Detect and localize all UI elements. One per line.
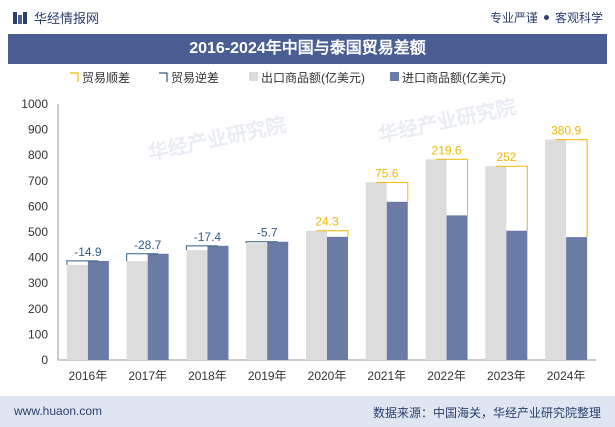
legend-label: 贸易顺差: [82, 71, 130, 85]
y-tick-label: 300: [28, 276, 48, 290]
surplus-bracket: [376, 181, 409, 202]
balance-label: -14.9: [74, 245, 102, 259]
y-tick-label: 1000: [21, 97, 48, 111]
export-bar: [186, 250, 208, 360]
watermark: 华经产业研究院: [376, 94, 518, 147]
import-bar: [327, 236, 348, 360]
import-bar: [147, 253, 169, 360]
deficit-bracket: [185, 245, 218, 251]
export-bar: [545, 139, 567, 360]
bar-chart: 华经产业研究院 华经产业研究院 贸易顺差 贸易逆差 出口商品额(亿美元) 进口商品额(亿美…: [21, 70, 596, 383]
export-bar: [365, 182, 387, 360]
export-bar: [246, 243, 268, 360]
watermark: 华经产业研究院: [146, 112, 288, 165]
y-tick-label: 500: [28, 225, 48, 239]
surplus-bracket: [436, 158, 469, 216]
tagline-left: 专业严谨: [489, 11, 538, 25]
data-source: 数据来源：中国海关，华经产业研究院整理: [372, 406, 601, 420]
legend-label: 进口商品额(亿美元): [402, 70, 506, 85]
x-tick-label: 2017年: [128, 369, 167, 383]
balance-label: 380.9: [551, 124, 581, 138]
import-bar: [207, 245, 229, 360]
footer: www.huaon.com 数据来源：中国海关，华经产业研究院整理: [0, 396, 615, 427]
balance-label: -5.7: [257, 226, 278, 240]
balance-label: 24.3: [315, 215, 339, 229]
import-bar: [386, 201, 408, 360]
legend-marker: [159, 72, 168, 82]
balance-label: 219.6: [432, 143, 462, 157]
legend-marker: [70, 72, 79, 82]
brand-logo-icon: [13, 11, 27, 24]
legend-label: 出口商品额(亿美元): [261, 70, 365, 85]
deficit-bracket: [66, 260, 99, 265]
y-tick-label: 400: [28, 251, 48, 265]
surplus-bracket: [316, 230, 349, 237]
separator-dot-icon: [543, 15, 549, 20]
x-tick-label: 2024年: [547, 369, 586, 383]
chart-title: 2016-2024年中国与泰国贸易差额: [8, 34, 607, 64]
legend-marker: [249, 72, 258, 81]
export-bar: [485, 166, 507, 360]
x-tick-label: 2018年: [188, 369, 227, 383]
deficit-bracket: [126, 253, 159, 262]
y-tick-label: 900: [28, 123, 48, 137]
export-bar: [126, 261, 148, 360]
brand-name: 华经情报网: [34, 11, 100, 26]
export-bar: [66, 264, 88, 360]
y-tick-label: 800: [28, 148, 48, 162]
tagline-right: 客观科学: [554, 11, 603, 25]
y-tick-label: 600: [28, 199, 48, 213]
x-tick-label: 2022年: [427, 369, 466, 383]
y-tick-label: 0: [41, 353, 48, 367]
legend-marker: [390, 72, 399, 81]
surplus-bracket: [555, 139, 588, 238]
x-tick-label: 2019年: [248, 369, 287, 383]
brand: 华经情报网: [12, 8, 99, 27]
export-bar: [425, 159, 447, 360]
import-bar: [87, 260, 109, 360]
x-tick-label: 2016年: [69, 369, 108, 383]
tagline: 专业严谨 客观科学: [490, 9, 603, 26]
deficit-bracket: [245, 241, 278, 244]
balance-label: 75.6: [375, 166, 399, 180]
import-bar: [506, 230, 528, 360]
balance-label: -17.4: [194, 230, 222, 244]
export-bar: [306, 230, 327, 360]
x-tick-label: 2020年: [308, 369, 347, 383]
balance-label: -28.7: [134, 238, 162, 252]
balance-label: 252: [496, 150, 516, 164]
x-tick-label: 2023年: [487, 369, 526, 383]
y-tick-label: 100: [28, 327, 48, 341]
website-link[interactable]: www.huaon.com: [14, 404, 103, 418]
import-bar: [267, 241, 289, 360]
surplus-bracket: [495, 165, 528, 231]
y-tick-label: 700: [28, 174, 48, 188]
y-tick-label: 200: [28, 302, 48, 316]
top-bar: 华经情报网 专业严谨 客观科学: [0, 0, 615, 34]
legend-label: 贸易逆差: [171, 70, 219, 85]
import-bar: [446, 215, 468, 360]
x-tick-label: 2021年: [367, 369, 406, 383]
import-bar: [566, 237, 588, 360]
